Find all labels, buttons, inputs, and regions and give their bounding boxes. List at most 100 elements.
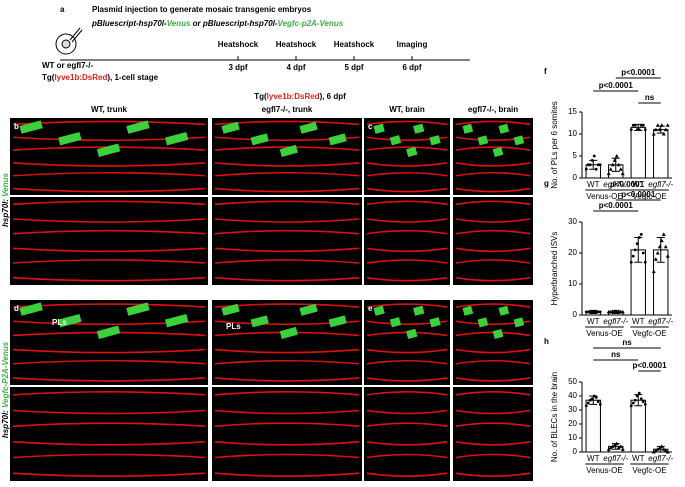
vessel xyxy=(366,200,448,206)
micrograph xyxy=(453,387,533,481)
data-point xyxy=(584,310,588,314)
data-point xyxy=(639,233,643,236)
row-label: hsp70l: Venus xyxy=(1,172,10,226)
label-part: hsp70l: xyxy=(1,408,10,438)
data-point xyxy=(620,309,625,314)
data-point xyxy=(643,260,647,264)
vessel xyxy=(214,259,360,264)
panel-letter: e xyxy=(368,304,373,313)
vessel xyxy=(214,120,360,126)
arrow-label: PLs xyxy=(52,318,67,327)
cell xyxy=(279,144,298,157)
vessel xyxy=(366,120,448,126)
vessel xyxy=(366,218,448,223)
annotation: p<0.0001 xyxy=(599,201,634,210)
cell xyxy=(429,317,441,328)
label: pBluescript-hsp70l-Venus or pBluescript-… xyxy=(91,19,344,28)
cell xyxy=(406,146,418,157)
annotation: p<0.0001 xyxy=(599,81,634,90)
y-tick-label: 0 xyxy=(573,173,578,182)
data-point xyxy=(651,450,656,454)
data-point xyxy=(665,450,670,454)
data-point xyxy=(606,171,611,176)
vessel xyxy=(214,162,360,167)
cell xyxy=(299,303,318,316)
vessel xyxy=(455,409,531,415)
cell xyxy=(126,120,150,134)
cell xyxy=(462,123,474,134)
vessel xyxy=(366,187,448,193)
data-point xyxy=(590,159,594,162)
group-label: Venus-OE xyxy=(586,466,622,475)
vessel xyxy=(214,187,360,193)
x-tick-label: egfl7-/- xyxy=(648,180,673,189)
vessel xyxy=(455,472,531,477)
vessel xyxy=(366,472,448,477)
vessel xyxy=(455,259,531,264)
label-part: ), 1-cell stage xyxy=(107,73,158,82)
x-tick-label: WT xyxy=(587,317,600,326)
vessel xyxy=(455,146,531,151)
annotation: p<0.0001 xyxy=(610,180,645,189)
time: 5 dpf xyxy=(344,63,363,72)
cell xyxy=(373,305,385,316)
data-point xyxy=(641,123,645,127)
data-point xyxy=(616,445,621,450)
data-point xyxy=(608,445,613,450)
cell xyxy=(164,131,189,146)
data-point xyxy=(596,163,600,167)
micrograph xyxy=(10,197,208,285)
vessel xyxy=(366,146,448,151)
column-title: WT, brain xyxy=(389,105,425,114)
data-point xyxy=(592,394,596,398)
cell xyxy=(19,302,43,316)
vessel xyxy=(214,472,360,477)
data-point xyxy=(594,396,598,399)
time: 6 dpf xyxy=(402,63,421,72)
data-point xyxy=(610,444,615,448)
group-label: Vegfc-OE xyxy=(632,466,666,475)
vessel xyxy=(366,259,448,264)
y-tick-label: 5 xyxy=(573,151,578,160)
micrograph xyxy=(212,197,362,285)
vessel xyxy=(455,276,531,282)
data-point xyxy=(657,445,662,450)
y-tick-label: 15 xyxy=(568,107,577,116)
vessel xyxy=(12,276,206,282)
cell xyxy=(164,313,189,328)
data-point xyxy=(590,397,594,401)
vessel xyxy=(455,247,531,253)
data-point xyxy=(596,310,600,314)
data-point xyxy=(614,154,619,158)
data-point xyxy=(641,251,645,255)
data-point xyxy=(663,127,668,132)
data-point xyxy=(651,269,656,274)
y-axis-label: No. of BLECs in the brain xyxy=(550,372,559,462)
data-point xyxy=(594,167,598,171)
data-point xyxy=(661,132,666,136)
vessel xyxy=(455,171,531,177)
data-point xyxy=(588,310,592,314)
data-point xyxy=(598,163,602,167)
cell xyxy=(513,317,525,328)
vessel xyxy=(12,218,206,223)
label-part: pBluescript-hsp70l- xyxy=(202,19,278,28)
y-tick-label: 10 xyxy=(568,129,577,138)
panel-title: Plasmid injection to generate mosaic tra… xyxy=(92,5,312,14)
data-point xyxy=(641,400,645,403)
vessel xyxy=(366,422,448,427)
label-part: Vegfc-p2A-Venus xyxy=(278,19,344,28)
data-point xyxy=(639,123,643,127)
vessel xyxy=(12,359,206,365)
cell xyxy=(492,146,504,157)
vessel xyxy=(214,218,360,223)
data-point xyxy=(612,443,617,447)
data-point xyxy=(618,167,623,171)
data-point xyxy=(665,123,670,127)
annotation: ns xyxy=(645,93,655,102)
x-tick-label: WT xyxy=(587,180,600,189)
data-point xyxy=(659,123,664,127)
arrow-label: PLs xyxy=(226,322,241,331)
cell xyxy=(221,121,240,134)
vessel xyxy=(366,162,448,167)
